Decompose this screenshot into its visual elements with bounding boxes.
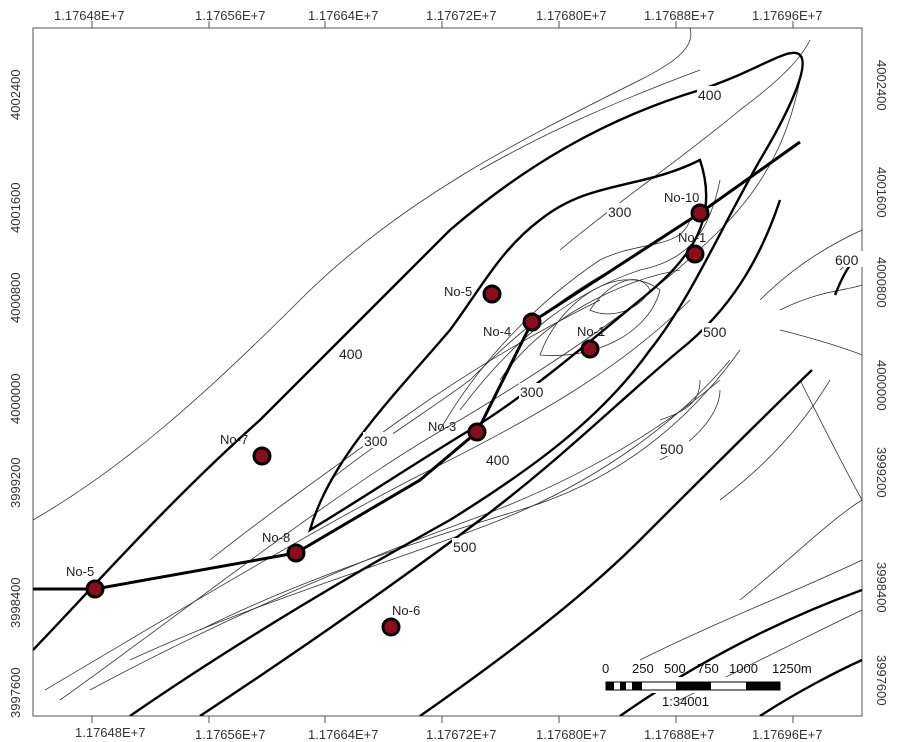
contour-label-500-east: 500 bbox=[660, 441, 684, 457]
well-label: No-5 bbox=[444, 284, 472, 299]
wells: No-10 No-1 No-5 No-4 No-1 No-3 No-7 No- bbox=[66, 190, 710, 637]
y-tick-right-5: 4000800 bbox=[874, 257, 889, 308]
well-label: No-1 bbox=[577, 324, 605, 339]
y-tick-left-6: 4001600 bbox=[8, 182, 23, 233]
x-tick-top-2: 1.17656E+7 bbox=[195, 8, 265, 23]
well-label: No-3 bbox=[428, 419, 456, 434]
y-tick-right-3: 3999200 bbox=[874, 447, 889, 498]
x-tick-bottom-4: 1.17672E+7 bbox=[426, 727, 496, 742]
well-no-10[interactable]: No-10 bbox=[664, 190, 710, 223]
contour-label-300-top: 300 bbox=[608, 204, 632, 220]
x-tick-bottom-1: 1.17648E+7 bbox=[75, 725, 145, 740]
well-label: No-1 bbox=[678, 230, 706, 245]
scale-tick-1000: 1000 bbox=[729, 661, 758, 676]
thick-contours bbox=[33, 51, 862, 716]
x-tick-bottom-6: 1.17688E+7 bbox=[644, 727, 714, 742]
y-tick-left-7: 4002400 bbox=[8, 69, 23, 120]
x-tick-bottom-7: 1.17696E+7 bbox=[752, 727, 822, 742]
x-tick-top-1: 1.17648E+7 bbox=[54, 8, 124, 23]
y-tick-right-4: 4000000 bbox=[874, 360, 889, 411]
well-no-5-north[interactable]: No-5 bbox=[444, 284, 502, 304]
contour-label-500-low: 500 bbox=[453, 539, 477, 555]
map-frame bbox=[32, 27, 863, 717]
y-tick-right-7: 4002400 bbox=[874, 60, 889, 111]
y-tick-right-2: 3998400 bbox=[874, 562, 889, 613]
scale-tick-1250: 1250m bbox=[772, 661, 812, 676]
x-tick-top-6: 1.17688E+7 bbox=[644, 8, 714, 23]
well-no-4[interactable]: No-4 bbox=[483, 312, 542, 339]
thin-contours bbox=[33, 28, 862, 701]
well-label: No-6 bbox=[392, 603, 420, 618]
contour-label-300-mid: 300 bbox=[520, 384, 544, 400]
y-tick-left-4: 4000000 bbox=[8, 373, 23, 424]
well-label: No-4 bbox=[483, 324, 511, 339]
top-ticks bbox=[91, 21, 794, 28]
x-tick-top-7: 1.17696E+7 bbox=[752, 8, 822, 23]
x-tick-bottom-3: 1.17664E+7 bbox=[308, 727, 378, 742]
well-no-3[interactable]: No-3 bbox=[428, 419, 487, 442]
well-no-5-west[interactable]: No-5 bbox=[66, 564, 105, 599]
contour-label-400-top: 400 bbox=[698, 87, 722, 103]
y-tick-right-6: 4001600 bbox=[874, 167, 889, 218]
well-no-1-north[interactable]: No-1 bbox=[678, 230, 706, 264]
well-no-1-south[interactable]: No-1 bbox=[577, 324, 605, 359]
scale-bar: 0 250 500 750 1000 1250m 1:34001 bbox=[600, 661, 812, 709]
well-no-7[interactable]: No-7 bbox=[220, 432, 272, 466]
x-tick-top-3: 1.17664E+7 bbox=[308, 8, 378, 23]
well-no-6[interactable]: No-6 bbox=[381, 603, 420, 637]
x-tick-bottom-5: 1.17680E+7 bbox=[536, 727, 606, 742]
y-tick-right-1: 3997600 bbox=[874, 655, 889, 706]
x-tick-top-5: 1.17680E+7 bbox=[536, 8, 606, 23]
well-no-8[interactable]: No-8 bbox=[262, 530, 306, 563]
x-tick-top-4: 1.17672E+7 bbox=[426, 8, 496, 23]
profile-line bbox=[33, 140, 801, 591]
well-label: No-5 bbox=[66, 564, 94, 579]
contour-label-400-low: 400 bbox=[486, 452, 510, 468]
scale-ratio: 1:34001 bbox=[662, 694, 709, 709]
y-tick-left-1: 3997600 bbox=[8, 667, 23, 718]
contour-label-300-left: 300 bbox=[364, 433, 388, 449]
contour-label-400-mid: 400 bbox=[339, 346, 363, 362]
x-tick-bottom-2: 1.17656E+7 bbox=[195, 727, 265, 742]
contour-label-600: 600 bbox=[835, 252, 859, 268]
contour-labels: 400 300 600 500 400 300 300 400 500 500 bbox=[338, 86, 863, 555]
y-tick-left-5: 4000800 bbox=[8, 272, 23, 323]
scale-tick-250: 250 bbox=[632, 661, 654, 676]
well-label: No-8 bbox=[262, 530, 290, 545]
bottom-ticks bbox=[91, 716, 794, 723]
y-tick-left-3: 3999200 bbox=[8, 457, 23, 508]
scale-tick-500: 500 bbox=[664, 661, 686, 676]
scale-tick-750: 750 bbox=[697, 661, 719, 676]
well-label: No-10 bbox=[664, 190, 699, 205]
contour-label-500-right: 500 bbox=[703, 324, 727, 340]
scale-tick-0: 0 bbox=[602, 661, 609, 676]
well-label: No-7 bbox=[220, 432, 248, 447]
y-tick-left-2: 3998400 bbox=[8, 577, 23, 628]
